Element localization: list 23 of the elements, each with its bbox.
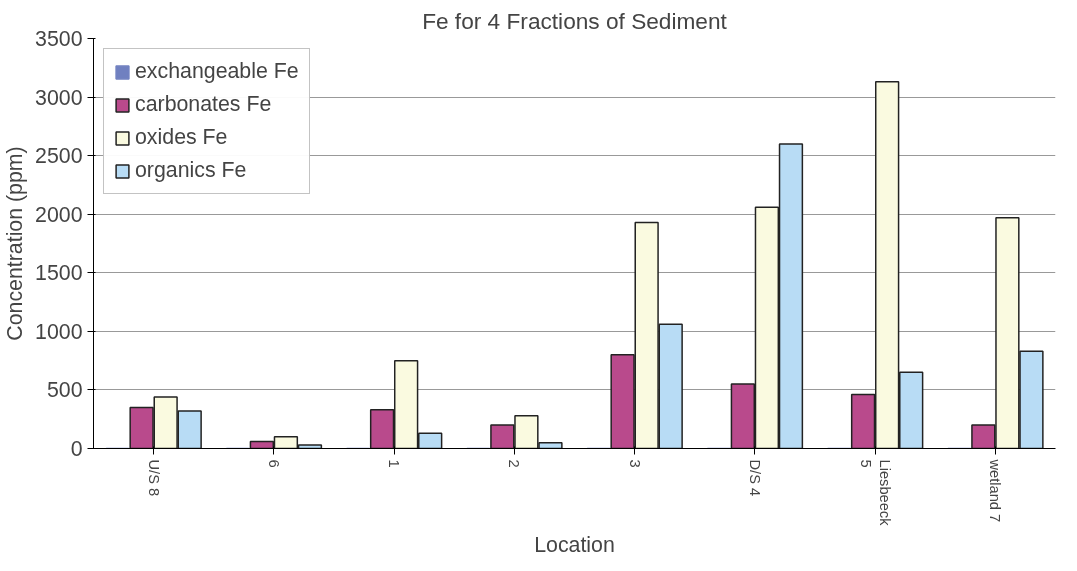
legend-label: carbonates Fe [135, 92, 272, 117]
y-tick-label: 1000 [35, 319, 83, 344]
y-tick-label: 500 [46, 378, 83, 403]
x-tick-label: U/S 8 [145, 459, 162, 497]
legend-label: organics Fe [135, 158, 247, 183]
x-tick-label: Liesbeeck 5 [857, 459, 893, 527]
x-tick-label: 6 [265, 459, 282, 468]
y-tick-label: 2500 [35, 144, 83, 169]
chart-title: Fe for 4 Fractions of Sediment [422, 7, 728, 34]
legend-label: exchangeable Fe [135, 59, 299, 84]
x-tick-label: 1 [386, 459, 403, 468]
y-tick-label: 2000 [35, 202, 83, 227]
x-tick-label: 2 [506, 459, 523, 468]
x-axis-title: Location [534, 533, 615, 558]
x-tick-label: wetland 7 [987, 458, 1004, 523]
y-tick-label: 1500 [35, 261, 83, 286]
x-tick-label: D/S 4 [746, 459, 763, 497]
y-tick-label: 3500 [35, 27, 83, 51]
legend-label: oxides Fe [135, 125, 228, 150]
y-axis-title: Concentration (ppm) [3, 146, 28, 341]
y-tick-label: 0 [70, 437, 83, 461]
y-tick-label: 3000 [35, 85, 83, 110]
x-tick-label: 3 [626, 459, 643, 468]
